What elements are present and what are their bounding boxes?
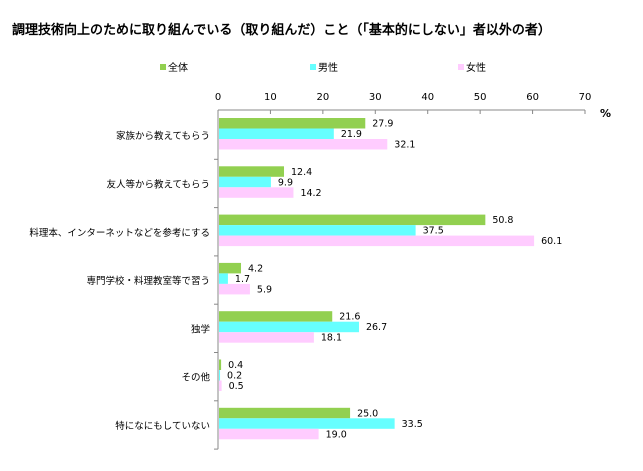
bar bbox=[219, 418, 395, 429]
data-label: 0.4 bbox=[228, 360, 243, 371]
tick-label: 60 bbox=[526, 92, 539, 103]
bar bbox=[219, 118, 366, 129]
data-label: 33.5 bbox=[402, 419, 423, 430]
data-label: 18.1 bbox=[321, 333, 342, 344]
legend-label: 女性 bbox=[466, 61, 486, 74]
bars: 27.9 21.9 32.1 12.49.9 14.2 50.8 37.5 60.1 4.21.… bbox=[219, 118, 562, 440]
legend: 全体 男性 女性 bbox=[160, 61, 486, 74]
bar bbox=[219, 262, 242, 274]
category-label: 友人等から教えてもらう bbox=[106, 178, 210, 190]
data-label: 1.7 bbox=[235, 274, 250, 285]
category-label: 専門学校・料理教室等で習う bbox=[86, 275, 210, 287]
bar bbox=[219, 214, 486, 226]
bar bbox=[219, 407, 351, 419]
bar bbox=[219, 428, 319, 440]
data-label: 0.2 bbox=[227, 371, 242, 382]
tick-label: 40 bbox=[421, 92, 434, 103]
data-label: 27.9 bbox=[372, 119, 393, 130]
bar bbox=[219, 359, 222, 370]
data-label: 12.4 bbox=[291, 167, 312, 178]
legend-label: 全体 bbox=[168, 61, 188, 74]
bar bbox=[219, 273, 228, 284]
bar bbox=[219, 187, 294, 198]
bar bbox=[219, 370, 221, 381]
category-label: 家族から教えてもらう bbox=[116, 130, 210, 142]
data-label: 9.9 bbox=[278, 177, 293, 188]
category-label: その他 bbox=[181, 372, 210, 384]
tick-label: 20 bbox=[316, 92, 329, 103]
category-label: 特になにもしていない bbox=[115, 420, 210, 432]
bar bbox=[219, 235, 535, 247]
bar bbox=[219, 321, 359, 333]
data-label: 19.0 bbox=[326, 429, 347, 440]
category-label: 料理本、インターネットなどを参考にする bbox=[29, 227, 210, 239]
unit-label: % bbox=[600, 107, 611, 120]
bar bbox=[219, 225, 416, 236]
tick-label: 70 bbox=[579, 92, 592, 103]
data-label: 60.1 bbox=[541, 236, 562, 247]
data-label: 25.0 bbox=[357, 408, 378, 419]
category-label: 独学 bbox=[191, 323, 210, 335]
tick-label: 10 bbox=[264, 92, 277, 103]
legend-swatch bbox=[160, 64, 166, 70]
tick-label: 30 bbox=[369, 92, 382, 103]
bar bbox=[219, 166, 285, 177]
tick-label: 50 bbox=[474, 92, 487, 103]
data-label: 21.9 bbox=[341, 129, 362, 140]
data-label: 32.1 bbox=[394, 140, 415, 151]
bar bbox=[219, 139, 388, 150]
data-label: 4.2 bbox=[248, 263, 263, 274]
bar bbox=[219, 283, 250, 295]
legend-swatch bbox=[458, 64, 464, 70]
legend-label: 男性 bbox=[318, 61, 338, 74]
data-label: 50.8 bbox=[492, 215, 513, 226]
tick-label: 0 bbox=[215, 92, 221, 103]
bar bbox=[219, 176, 271, 188]
x-axis: 0 10 20 30 40 50 60 70 家族から教えてもらう友人等から教えてもらう料理本、… bbox=[29, 92, 592, 450]
bar bbox=[219, 311, 333, 322]
data-label: 37.5 bbox=[423, 226, 444, 237]
bar bbox=[219, 128, 334, 139]
data-label: 21.6 bbox=[339, 312, 360, 323]
data-label: 26.7 bbox=[366, 322, 387, 333]
data-label: 0.5 bbox=[229, 381, 244, 392]
bar bbox=[219, 332, 314, 343]
data-label: 5.9 bbox=[257, 284, 272, 295]
chart-title: 調理技術向上のために取り組んでいる（取り組んだ）こと（「基本的にしない」者以外の… bbox=[12, 22, 551, 38]
legend-swatch bbox=[310, 64, 316, 70]
bar bbox=[219, 380, 222, 391]
data-label: 14.2 bbox=[300, 188, 321, 199]
